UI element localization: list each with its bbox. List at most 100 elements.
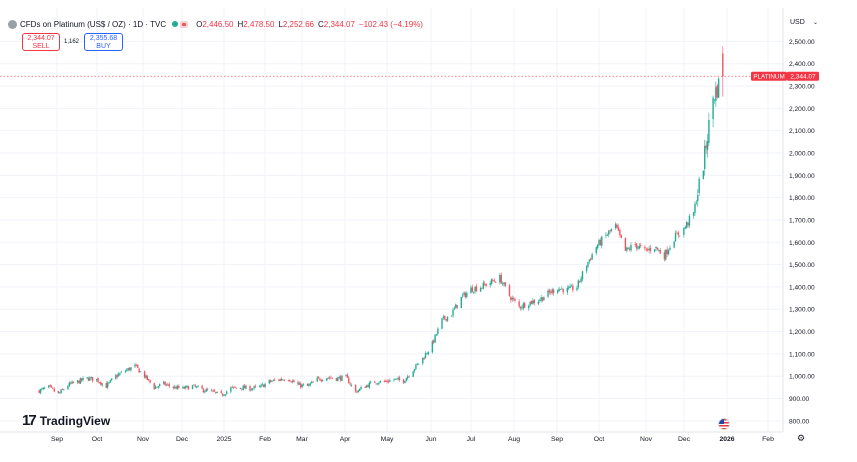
candle: [590, 257, 592, 262]
candle: [239, 387, 242, 390]
candle-body: [312, 381, 314, 383]
candle: [474, 285, 476, 294]
candle-body: [379, 380, 381, 383]
y-tick-label: 1,600.00: [789, 240, 815, 247]
candle: [396, 378, 398, 380]
candle: [674, 230, 677, 242]
candle: [80, 378, 83, 383]
candle-body: [609, 229, 611, 232]
candle: [53, 387, 55, 393]
candle: [243, 383, 246, 389]
candle-body: [522, 303, 524, 309]
candle-body: [640, 245, 642, 247]
candle-body: [356, 391, 358, 393]
x-tick-label: Mar: [296, 436, 308, 443]
candle-body: [453, 308, 456, 310]
candle: [375, 383, 377, 385]
candle-body: [145, 375, 147, 378]
candle-body: [297, 381, 299, 385]
candle-body: [215, 392, 217, 394]
candle-body: [204, 391, 206, 393]
candle: [463, 291, 465, 297]
candle: [666, 246, 668, 258]
x-tick-label: Oct: [594, 436, 605, 443]
candle-body: [193, 384, 195, 386]
symbol-title[interactable]: CFDs on Platinum (US$ / OZ) · 1D · TVC: [20, 19, 167, 29]
candle-body: [316, 377, 318, 382]
candle: [205, 387, 207, 392]
candle-body: [456, 305, 458, 308]
candle-body: [168, 384, 170, 387]
gear-icon[interactable]: ⚙: [797, 433, 806, 443]
candle: [232, 386, 235, 389]
sell-button[interactable]: 2,344.07 SELL: [22, 33, 60, 51]
candle-body: [239, 388, 242, 389]
candle: [653, 248, 656, 253]
candle: [453, 306, 456, 311]
candle-body: [450, 315, 453, 317]
candle-body: [479, 288, 482, 292]
candle: [130, 367, 132, 372]
candle: [302, 382, 305, 387]
candle: [50, 385, 53, 388]
data-status-icon[interactable]: [180, 20, 189, 28]
candle-body: [532, 300, 534, 305]
candle-body: [175, 386, 177, 390]
candle: [423, 356, 425, 360]
candle-body: [677, 232, 680, 236]
currency-selector[interactable]: USD: [790, 19, 805, 26]
candle-body: [216, 391, 218, 393]
candle-body: [272, 379, 275, 381]
buy-button[interactable]: 2,355.68 BUY: [84, 33, 123, 51]
candle: [717, 77, 720, 98]
candle: [558, 286, 560, 292]
candle-body: [72, 381, 75, 383]
candle: [493, 278, 496, 283]
candle-body: [570, 285, 573, 287]
candle: [635, 243, 638, 251]
candle-body: [283, 380, 286, 382]
candle: [532, 298, 534, 305]
candle-body: [184, 385, 187, 389]
candle: [417, 363, 420, 365]
candle-body: [105, 383, 107, 388]
last-price-badge-text: 2,344.07: [790, 73, 816, 80]
candle: [206, 387, 209, 392]
candle: [268, 379, 270, 385]
candle-body: [402, 379, 405, 383]
candle: [100, 380, 102, 386]
candle-body: [90, 377, 92, 378]
candle: [559, 288, 562, 290]
y-axis[interactable]: 800.00 900.00 1,000.00 1,100.00 1,200.00 1,30…: [789, 39, 815, 425]
candle-body: [338, 376, 340, 378]
candle-body: [556, 290, 559, 293]
candle: [472, 291, 475, 294]
candle: [300, 381, 302, 390]
us-flag-icon[interactable]: [718, 418, 730, 430]
candle: [422, 357, 424, 366]
chevron-down-icon[interactable]: ⌄: [813, 20, 819, 26]
candle: [673, 240, 675, 249]
candle: [512, 296, 515, 302]
candle: [426, 352, 428, 355]
candle: [658, 248, 660, 252]
candle: [182, 385, 184, 389]
candle: [504, 281, 507, 288]
candle-body: [268, 380, 270, 384]
candle-body: [202, 388, 205, 393]
candle: [157, 385, 159, 390]
candle-body: [279, 379, 281, 381]
candle-body: [683, 227, 685, 235]
candle-body: [82, 378, 84, 380]
candle-body: [117, 373, 120, 377]
tradingview-logo[interactable]: 17 TradingView: [22, 412, 110, 429]
candle-body: [702, 170, 705, 180]
candle: [138, 368, 140, 373]
candle: [475, 283, 478, 293]
candle: [638, 243, 641, 250]
candle-body: [68, 382, 71, 386]
candle-body: [601, 236, 603, 246]
ohlc-open-value: 2,446.50: [202, 19, 234, 29]
x-axis[interactable]: Sep Oct Nov Dec 2025 Feb Mar Apr May Jun Jul Aug Sep…: [51, 436, 774, 443]
